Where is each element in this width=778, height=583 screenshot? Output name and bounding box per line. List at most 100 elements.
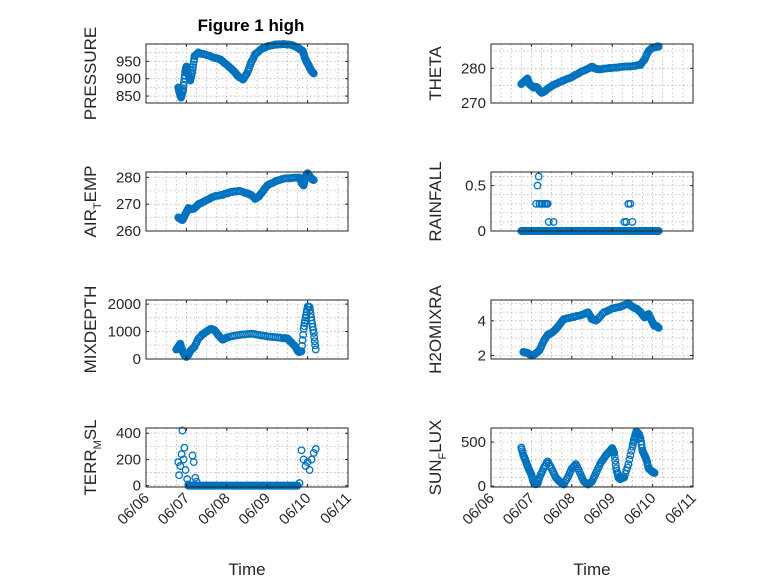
axes-frame bbox=[490, 299, 694, 360]
data-point bbox=[310, 333, 319, 342]
y-axis-label: H2OMIXRA bbox=[426, 284, 445, 373]
subplot-rainfall: 0 0.5 RAINFALL bbox=[426, 161, 694, 242]
y-tick-label: 0 bbox=[133, 351, 141, 368]
data-point bbox=[549, 217, 558, 226]
y-tick-label: 280 bbox=[461, 60, 486, 77]
data-point bbox=[297, 446, 306, 455]
data-point bbox=[654, 42, 663, 51]
y-axis-label: AIRTEMP bbox=[81, 166, 104, 238]
data-point bbox=[309, 448, 318, 457]
data-point bbox=[611, 456, 620, 465]
x-tick-label: 06/06 bbox=[459, 490, 498, 529]
y-tick-label: 400 bbox=[116, 425, 141, 442]
x-tick-label: 06/09 bbox=[580, 490, 619, 529]
data-point bbox=[180, 443, 189, 452]
data-point bbox=[311, 445, 320, 453]
x-tick-label: 06/09 bbox=[235, 490, 274, 529]
data-point bbox=[610, 448, 619, 457]
data-point bbox=[654, 323, 663, 332]
subplot-terr_msl: 0 200 400 06/06 06/07 06/08 06/09 06/10 06/11 TER… bbox=[81, 419, 355, 579]
x-tick-label: 06/10 bbox=[621, 490, 660, 529]
data-point bbox=[295, 479, 304, 488]
y-axis-label: THETA bbox=[426, 46, 445, 101]
y-axis-label: PRESSURE bbox=[81, 27, 100, 121]
axes-frame bbox=[145, 299, 349, 360]
axes-frame bbox=[490, 427, 694, 488]
data-point bbox=[184, 480, 193, 489]
data-point bbox=[309, 176, 318, 184]
data-point bbox=[626, 451, 635, 460]
y-axis-label: RAINFALL bbox=[426, 161, 445, 241]
data-point bbox=[626, 199, 635, 208]
data-point bbox=[543, 199, 552, 208]
y-tick-label: 0 bbox=[478, 223, 486, 240]
figure-title: Figure 1 high bbox=[198, 16, 305, 35]
data-point bbox=[189, 458, 198, 467]
axes-frame bbox=[145, 427, 349, 488]
x-tick-label: 06/08 bbox=[540, 490, 579, 529]
data-point bbox=[297, 347, 306, 356]
y-tick-label: 270 bbox=[461, 95, 486, 112]
data-point bbox=[175, 471, 184, 480]
y-tick-label: 0 bbox=[478, 478, 486, 495]
data-point bbox=[533, 181, 542, 190]
data-point bbox=[191, 473, 200, 482]
y-tick-label: 1000 bbox=[108, 324, 141, 341]
data-point bbox=[181, 466, 190, 474]
y-tick-label: 0 bbox=[133, 478, 141, 495]
x-tick-label: 06/10 bbox=[276, 490, 315, 529]
data-point bbox=[309, 328, 318, 337]
data-point bbox=[306, 306, 315, 315]
data-point bbox=[193, 49, 202, 58]
x-tick-label: 06/07 bbox=[500, 490, 539, 529]
y-tick-label: 0.5 bbox=[465, 178, 486, 195]
data-point bbox=[650, 468, 659, 477]
subplot-sun_flux: 0 500 06/06 06/07 06/08 06/09 06/10 06/11 SUNFLU… bbox=[426, 420, 700, 579]
data-point bbox=[311, 345, 320, 354]
data-point bbox=[569, 462, 578, 471]
x-axis-label: Time bbox=[228, 560, 265, 579]
data-point bbox=[309, 326, 318, 334]
y-tick-label: 950 bbox=[116, 53, 141, 70]
y-tick-label: 200 bbox=[116, 451, 141, 468]
x-tick-label: 06/11 bbox=[317, 490, 355, 528]
data-point bbox=[544, 217, 553, 226]
x-tick-label: 06/07 bbox=[155, 490, 194, 529]
subplot-mixdepth: 0 1000 2000 MIXDEPTH bbox=[81, 286, 349, 373]
data-point bbox=[620, 473, 629, 482]
axes-frame bbox=[490, 171, 694, 232]
data-point bbox=[305, 466, 314, 474]
axes-frame bbox=[145, 43, 349, 104]
y-tick-label: 2000 bbox=[108, 296, 141, 313]
x-tick-label: 06/06 bbox=[114, 490, 153, 529]
data-point bbox=[192, 477, 201, 486]
data-point bbox=[178, 426, 187, 435]
x-tick-label: 06/08 bbox=[195, 490, 234, 529]
axes-frame bbox=[145, 171, 349, 232]
y-tick-label: 260 bbox=[116, 223, 141, 240]
data-point bbox=[298, 341, 306, 350]
y-axis-label: TERRMSL bbox=[81, 419, 104, 495]
data-point bbox=[534, 172, 543, 181]
subplot-theta: 270 280 THETA bbox=[426, 42, 694, 112]
y-tick-label: 2 bbox=[478, 348, 486, 365]
data-point bbox=[624, 460, 633, 469]
axes-frame bbox=[490, 43, 694, 104]
data-point bbox=[176, 462, 185, 470]
data-point bbox=[302, 311, 311, 320]
data-point bbox=[310, 337, 319, 346]
data-point bbox=[179, 455, 188, 464]
data-point bbox=[179, 85, 188, 94]
data-point bbox=[300, 322, 309, 331]
y-tick-label: 850 bbox=[116, 88, 141, 105]
y-tick-label: 280 bbox=[116, 169, 141, 186]
data-point bbox=[301, 462, 310, 470]
data-point bbox=[309, 69, 318, 78]
y-tick-label: 4 bbox=[478, 313, 486, 330]
y-tick-label: 270 bbox=[116, 196, 141, 213]
data-point bbox=[298, 336, 307, 345]
x-axis-label: Time bbox=[573, 560, 610, 579]
